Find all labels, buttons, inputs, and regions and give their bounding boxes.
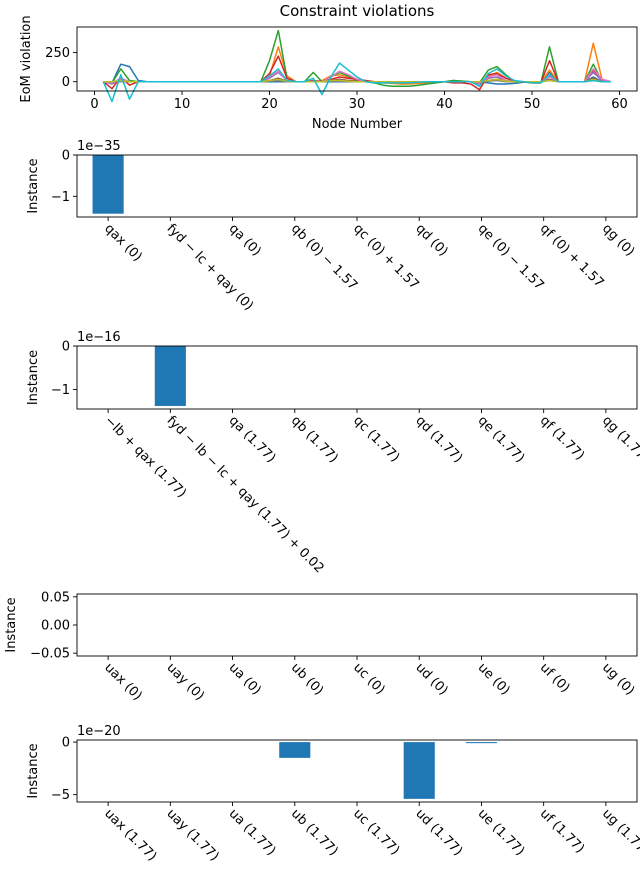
x-tick-label: qc (0) + 1.57 <box>350 221 421 292</box>
bar <box>465 742 497 744</box>
y-tick-label: −0.05 <box>30 647 70 662</box>
x-tick-label: 20 <box>261 97 278 112</box>
x-tick-label: uf (0) <box>537 660 573 696</box>
x-tick-label: qb (1.77) <box>288 413 341 466</box>
y-axis-label: Instance <box>26 350 41 405</box>
x-tick-label: 50 <box>524 97 541 112</box>
x-tick-label: qax (0) <box>101 221 144 264</box>
plot-frame <box>76 593 638 657</box>
x-tick-label: uax (0) <box>101 660 144 703</box>
x-tick-label: qc (1.77) <box>350 413 402 465</box>
x-tick-label: uc (0) <box>350 660 387 697</box>
y-tick-label: −5 <box>51 788 70 803</box>
x-tick-label: 30 <box>349 97 366 112</box>
y-tick-label: −1 <box>51 383 70 398</box>
x-tick-label: uc (1.77) <box>350 806 402 858</box>
y-tick-label: 0 <box>62 736 70 751</box>
series-line-2 <box>103 29 611 88</box>
x-tick-label: qa (1.77) <box>226 413 279 466</box>
plot-frame <box>76 154 638 218</box>
y-axis-label: Instance <box>26 158 41 213</box>
x-tick-label: ua (0) <box>226 660 264 698</box>
plot-frame <box>76 739 638 803</box>
series-line-3 <box>102 55 611 91</box>
bar <box>403 742 435 799</box>
y-tick-label: 0 <box>62 75 70 90</box>
x-axis-label: Node Number <box>312 117 403 132</box>
bar-chart-panel-2: −10−lb + qax (1.77)fyd − lb − lc + qay (… <box>26 330 640 576</box>
x-tick-label: ug (1.77) <box>599 806 640 859</box>
axis-offset-text: 1e−35 <box>77 139 121 154</box>
x-tick-label: qd (0) <box>412 221 450 259</box>
bar-chart-panel-4: −5 0 uax (1.77) uay (1.77) ua (1.77) ub (1.77… <box>26 724 640 864</box>
y-tick-label: 0 <box>62 340 70 355</box>
x-tick-label: ue (0) <box>475 660 513 698</box>
y-axis-label: EoM violation <box>19 15 34 102</box>
x-tick-label: qd (1.77) <box>412 413 465 466</box>
chart-title: Constraint violations <box>280 2 435 20</box>
axis-offset-text: 1e−16 <box>77 330 121 345</box>
x-tick-label: 40 <box>436 97 453 112</box>
bar-chart-panel-3: −0.05 0.00 0.05 uax (0) uay (0) ua (0) ub (0) u… <box>4 590 638 704</box>
series-line-1 <box>103 42 611 85</box>
x-tick-label: ub (1.77) <box>288 806 341 859</box>
x-tick-label: ub (0) <box>288 660 326 698</box>
x-tick-label: uay (1.77) <box>164 806 222 864</box>
y-tick-label: 250 <box>45 46 70 61</box>
x-tick-label: qf (1.77) <box>537 413 587 463</box>
y-tick-label: 0 <box>62 149 70 164</box>
x-tick-label: qa (0) <box>226 221 264 259</box>
x-tick-label: ud (0) <box>412 660 450 698</box>
x-tick-label: qg (1.77) <box>599 413 640 466</box>
x-tick-label: uay (0) <box>164 660 207 703</box>
x-tick-label: qe (1.77) <box>475 413 528 466</box>
series-line-9 <box>102 62 611 103</box>
bar <box>279 742 311 758</box>
x-tick-label: ue (1.77) <box>475 806 528 859</box>
bar <box>154 346 186 406</box>
x-tick-label: 0 <box>90 97 98 112</box>
x-tick-label: 60 <box>611 97 628 112</box>
x-tick-label: ug (0) <box>599 660 637 698</box>
x-tick-label: uf (1.77) <box>537 806 587 856</box>
x-tick-label: qg (0) <box>599 221 637 259</box>
y-axis-label: Instance <box>26 743 41 798</box>
y-tick-label: 0.00 <box>41 619 70 634</box>
axis-offset-text: 1e−20 <box>77 724 121 739</box>
x-tick-label: uax (1.77) <box>101 806 159 864</box>
x-tick-label: qf (0) + 1.57 <box>537 221 607 291</box>
y-tick-label: 0.05 <box>41 590 70 605</box>
x-tick-label: ua (1.77) <box>226 806 279 859</box>
x-tick-label: qe (0) − 1.57 <box>475 221 547 293</box>
y-axis-label: Instance <box>4 597 19 652</box>
bar <box>92 155 124 214</box>
line-chart-panel: 0 10 20 30 40 50 60 0 250 Constraint violations No… <box>19 2 638 132</box>
x-tick-label: 10 <box>174 97 191 112</box>
y-tick-label: −1 <box>51 190 70 205</box>
x-tick-label: ud (1.77) <box>412 806 465 859</box>
x-tick-label: qb (0) − 1.57 <box>288 221 360 293</box>
